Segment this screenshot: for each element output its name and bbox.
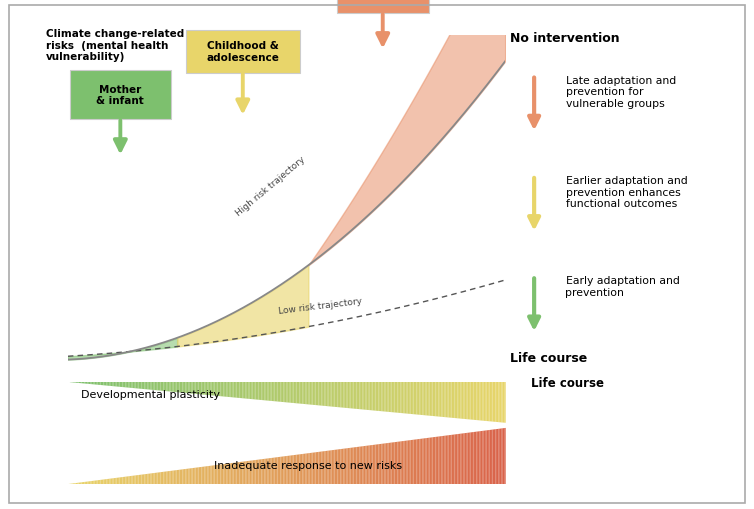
Text: Adulthood: Adulthood xyxy=(352,0,413,1)
Text: Life course: Life course xyxy=(510,351,587,364)
Text: Childhood &
adolescence: Childhood & adolescence xyxy=(207,41,279,63)
FancyBboxPatch shape xyxy=(70,70,170,120)
FancyBboxPatch shape xyxy=(186,31,299,74)
Text: Developmental plasticity: Developmental plasticity xyxy=(81,389,220,399)
Text: Early adaptation and
prevention: Early adaptation and prevention xyxy=(566,276,679,297)
Text: Inadequate response to new risks: Inadequate response to new risks xyxy=(214,460,403,470)
Text: High risk trajectory: High risk trajectory xyxy=(234,155,307,217)
Text: Climate change-related
risks  (mental health
vulnerability): Climate change-related risks (mental hea… xyxy=(46,29,184,62)
Text: No intervention: No intervention xyxy=(510,32,620,45)
Text: Mother
& infant: Mother & infant xyxy=(97,84,144,106)
Text: Earlier adaptation and
prevention enhances
functional outcomes: Earlier adaptation and prevention enhanc… xyxy=(566,176,687,209)
Text: Low risk trajectory: Low risk trajectory xyxy=(277,296,363,315)
Text: Late adaptation and
prevention for
vulnerable groups: Late adaptation and prevention for vulne… xyxy=(566,75,676,108)
Text: Life course: Life course xyxy=(532,377,605,389)
FancyBboxPatch shape xyxy=(337,0,428,14)
